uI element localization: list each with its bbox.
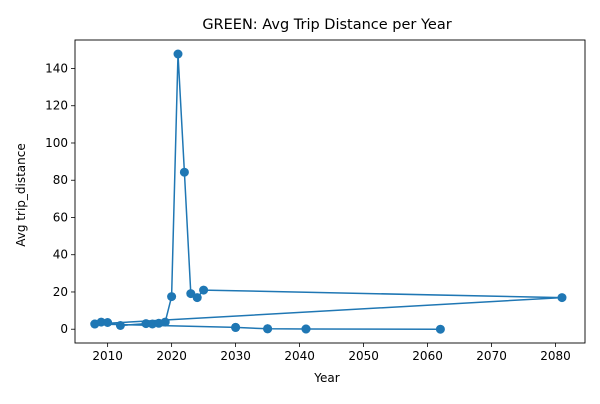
data-point <box>186 289 196 299</box>
y-tick-label: 40 <box>53 248 68 262</box>
data-point <box>192 293 202 303</box>
x-tick-label: 2030 <box>220 349 251 363</box>
data-point <box>160 317 170 327</box>
x-tick-label: 2020 <box>156 349 187 363</box>
data-point <box>141 319 151 329</box>
data-point <box>557 293 567 303</box>
series-layer <box>90 49 567 334</box>
data-point <box>231 322 241 332</box>
y-tick-label: 20 <box>53 285 68 299</box>
y-tick-label: 80 <box>53 173 68 187</box>
chart-title: GREEN: Avg Trip Distance per Year <box>202 17 451 33</box>
data-point <box>103 318 113 327</box>
y-tick-label: 140 <box>45 61 68 75</box>
data-point <box>179 167 189 177</box>
x-axis-label: Year <box>313 371 339 385</box>
y-axis-label: Avg trip_distance <box>14 143 28 246</box>
x-tick-label: 2060 <box>412 349 443 363</box>
data-point <box>173 49 183 59</box>
y-tick-label: 60 <box>53 210 68 224</box>
x-tick-label: 2070 <box>476 349 507 363</box>
y-tick-label: 100 <box>45 136 68 150</box>
x-tick-label: 2080 <box>540 349 571 363</box>
y-tick-label: 0 <box>60 322 68 336</box>
plot-area-frame <box>74 39 586 344</box>
x-axis-ticks: 2010 2020 2030 2040 2050 2060 2070 2080 <box>92 343 571 363</box>
y-tick-label: 120 <box>45 99 68 113</box>
data-point <box>435 324 445 334</box>
data-point <box>90 319 100 329</box>
x-tick-label: 2040 <box>284 349 315 363</box>
x-tick-label: 2050 <box>348 349 379 363</box>
data-point <box>301 324 311 334</box>
data-point <box>263 324 273 334</box>
x-tick-label: 2010 <box>92 349 123 363</box>
series-line <box>94 53 563 330</box>
data-point <box>167 292 177 302</box>
y-axis-ticks: 0 20 40 60 80 100 120 140 <box>45 61 75 336</box>
data-point <box>115 321 125 330</box>
data-point <box>199 285 209 295</box>
